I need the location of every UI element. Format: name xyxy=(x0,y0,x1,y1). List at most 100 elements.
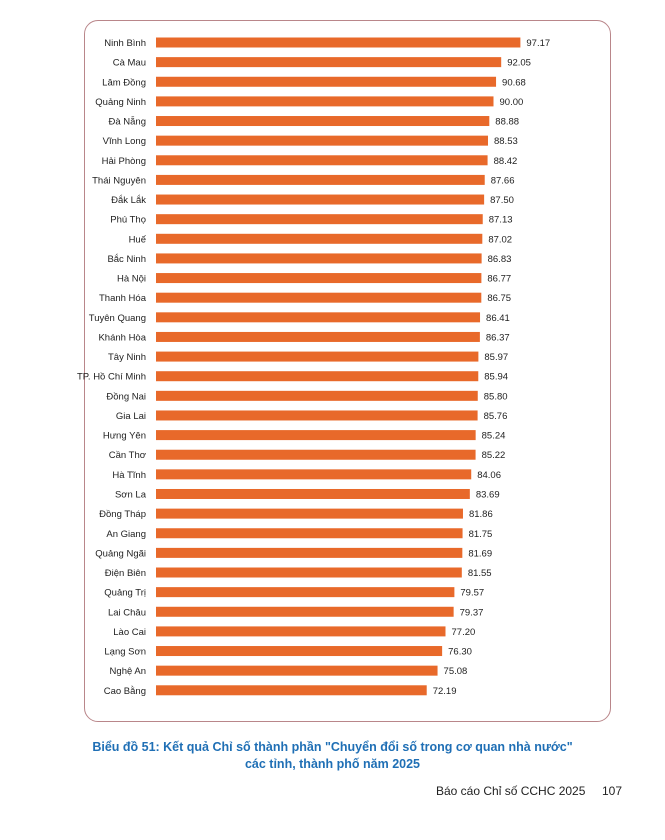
bar xyxy=(156,214,483,225)
category-label: Điện Biên xyxy=(105,568,146,579)
bar xyxy=(156,685,427,696)
value-label: 76.30 xyxy=(448,647,472,658)
value-label: 90.68 xyxy=(502,77,526,88)
category-label: Đà Nẵng xyxy=(109,117,147,128)
category-label: Huế xyxy=(129,234,147,245)
category-label: Lâm Đồng xyxy=(102,77,146,88)
value-label: 79.57 xyxy=(460,588,484,599)
bar xyxy=(156,567,462,578)
bar xyxy=(156,57,502,68)
value-label: 77.20 xyxy=(452,627,476,638)
value-label: 85.22 xyxy=(482,450,506,461)
value-label: 85.80 xyxy=(484,391,508,402)
value-label: 92.05 xyxy=(507,58,531,69)
page-number: 107 xyxy=(602,784,623,798)
category-label: Tây Ninh xyxy=(108,352,146,363)
bar xyxy=(156,253,482,264)
value-label: 85.94 xyxy=(484,372,508,383)
bar xyxy=(156,508,463,519)
value-label: 88.88 xyxy=(495,117,519,128)
category-label: Phú Thọ xyxy=(110,215,146,226)
category-label: Hưng Yên xyxy=(103,431,146,442)
category-label: Lạng Sơn xyxy=(104,647,146,658)
bar xyxy=(156,194,485,205)
bar xyxy=(156,488,470,499)
bar xyxy=(156,665,438,676)
value-label: 83.69 xyxy=(476,489,500,500)
category-label: Hà Nội xyxy=(117,274,146,285)
category-label: Đồng Nai xyxy=(106,391,146,402)
bar xyxy=(156,390,478,401)
bar xyxy=(156,410,478,421)
category-label: Cao Bằng xyxy=(104,686,146,697)
value-label: 85.97 xyxy=(484,352,508,363)
value-label: 87.66 xyxy=(491,175,515,186)
category-label: Quảng Trị xyxy=(104,588,146,599)
bar xyxy=(156,547,463,558)
category-label: Quảng Ninh xyxy=(95,97,146,108)
bar xyxy=(156,135,488,146)
report-title: Báo cáo Chỉ số CCHC 2025 xyxy=(436,784,586,798)
value-label: 86.75 xyxy=(487,293,511,304)
category-label: Lai Châu xyxy=(108,607,146,618)
value-label: 81.75 xyxy=(469,529,493,540)
category-label: Quảng Ngãi xyxy=(95,548,146,559)
bar xyxy=(156,331,480,342)
bar xyxy=(156,273,482,284)
bar xyxy=(156,233,483,244)
category-label: Đồng Tháp xyxy=(99,509,146,520)
chart-frame xyxy=(84,20,611,722)
bar xyxy=(156,76,497,87)
category-label: Nghệ An xyxy=(110,666,146,677)
value-label: 86.83 xyxy=(488,254,512,265)
value-label: 87.50 xyxy=(490,195,514,206)
bar xyxy=(156,449,476,460)
category-label: Gia Lai xyxy=(116,411,146,422)
value-label: 87.13 xyxy=(489,215,513,226)
chart-caption-line1: Biểu đồ 51: Kết quả Chỉ số thành phần "C… xyxy=(92,740,573,754)
category-label: Thái Nguyên xyxy=(92,175,146,186)
bar xyxy=(156,646,443,657)
category-label: Ninh Bình xyxy=(104,38,146,49)
category-label: Hải Phòng xyxy=(102,156,146,167)
category-label: An Giang xyxy=(106,529,146,540)
value-label: 84.06 xyxy=(477,470,501,481)
value-label: 81.86 xyxy=(469,509,493,520)
value-label: 75.08 xyxy=(444,666,468,677)
category-label: Cà Mau xyxy=(113,58,146,69)
category-label: Hà Tĩnh xyxy=(112,470,146,481)
category-label: Vĩnh Long xyxy=(103,136,146,147)
value-label: 85.76 xyxy=(484,411,508,422)
value-label: 81.55 xyxy=(468,568,492,579)
bar xyxy=(156,606,454,617)
category-label: Sơn La xyxy=(115,489,147,500)
bar xyxy=(156,587,455,598)
value-label: 88.53 xyxy=(494,136,518,147)
value-label: 87.02 xyxy=(488,234,512,245)
bar xyxy=(156,155,488,166)
bar xyxy=(156,626,446,637)
bar xyxy=(156,430,476,441)
value-label: 86.37 xyxy=(486,332,510,343)
category-label: Cần Thơ xyxy=(109,450,146,461)
value-label: 72.19 xyxy=(433,686,457,697)
value-label: 86.77 xyxy=(487,274,511,285)
bar-chart: Ninh Bình 97.17 Cà Mau 92.05 Lâm Đồng 90.68 Qu… xyxy=(77,37,550,697)
category-label: TP. Hồ Chí Minh xyxy=(77,372,146,383)
category-label: Lào Cai xyxy=(113,627,146,638)
bar xyxy=(156,351,479,362)
category-label: Thanh Hóa xyxy=(99,293,147,304)
value-label: 88.42 xyxy=(494,156,518,167)
bar xyxy=(156,96,494,107)
bar xyxy=(156,37,521,48)
bar xyxy=(156,312,481,323)
value-label: 81.69 xyxy=(468,548,492,559)
chart-caption-line2: các tỉnh, thành phố năm 2025 xyxy=(244,757,421,771)
value-label: 79.37 xyxy=(460,607,484,618)
category-label: Bắc Ninh xyxy=(107,254,146,265)
value-label: 97.17 xyxy=(526,38,550,49)
value-label: 90.00 xyxy=(500,97,524,108)
bar xyxy=(156,292,482,303)
bar xyxy=(156,528,463,539)
value-label: 85.24 xyxy=(482,431,506,442)
